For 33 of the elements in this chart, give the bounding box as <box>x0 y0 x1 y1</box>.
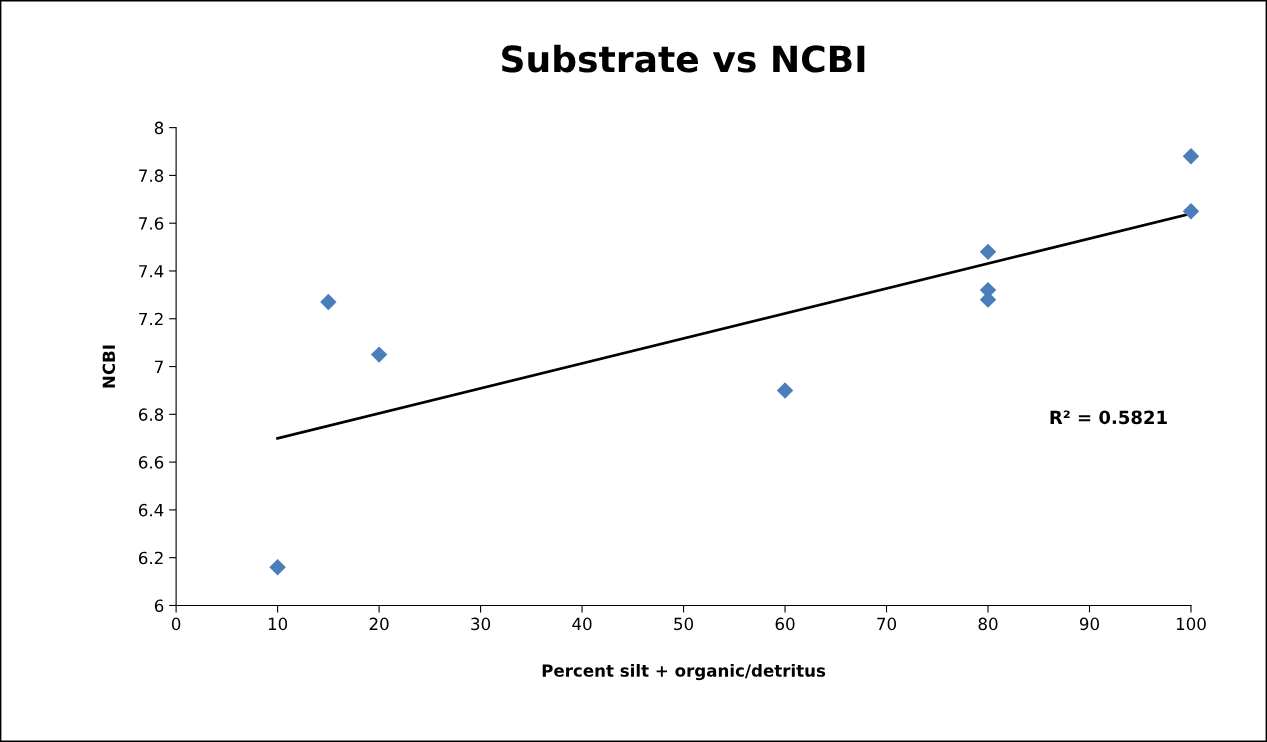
annotation: R² = 0.5821 <box>1050 410 1167 425</box>
point <box>979 243 997 261</box>
y-tick-label: 7.8 <box>139 169 164 182</box>
chart-title: Substrate vs NCBI <box>502 44 865 73</box>
y-tick-label: 6.4 <box>138 503 164 517</box>
x-tick-label: 10 <box>268 617 288 631</box>
y-tick-label: 6.6 <box>138 456 164 469</box>
point <box>370 346 388 363</box>
x-tick-label: 70 <box>877 617 897 631</box>
y-tick-label: 7.4 <box>139 265 164 278</box>
y-tick-label: 8 <box>154 121 164 135</box>
point <box>1182 203 1200 220</box>
x-tick-label: 90 <box>1079 617 1099 631</box>
x-tick-label: 0 <box>171 617 181 631</box>
y-tick-label: 6.8 <box>138 408 164 421</box>
y-axis-title: NCBI <box>102 345 116 388</box>
y-tick-label: 6.2 <box>138 551 163 565</box>
point <box>320 293 337 311</box>
y-tick-label: 7.6 <box>139 217 164 230</box>
x-tick-label: 80 <box>978 617 998 631</box>
point <box>269 559 286 576</box>
y-tick-label: 7 <box>155 360 163 373</box>
y-tick-label: 7.2 <box>139 312 163 326</box>
x-tick-label: 40 <box>572 617 592 631</box>
x-tick-label: 100 <box>1176 617 1206 631</box>
y-tick-label: 6 <box>154 599 164 613</box>
x-tick-label: 20 <box>369 617 389 631</box>
point <box>776 382 794 399</box>
point <box>1182 148 1200 165</box>
x-tick-label: 30 <box>471 617 491 631</box>
x-tick-label: 60 <box>775 617 795 631</box>
x-axis-title: Percent silt + organic/detritus <box>542 663 826 681</box>
x-tick-label: 50 <box>674 617 694 631</box>
